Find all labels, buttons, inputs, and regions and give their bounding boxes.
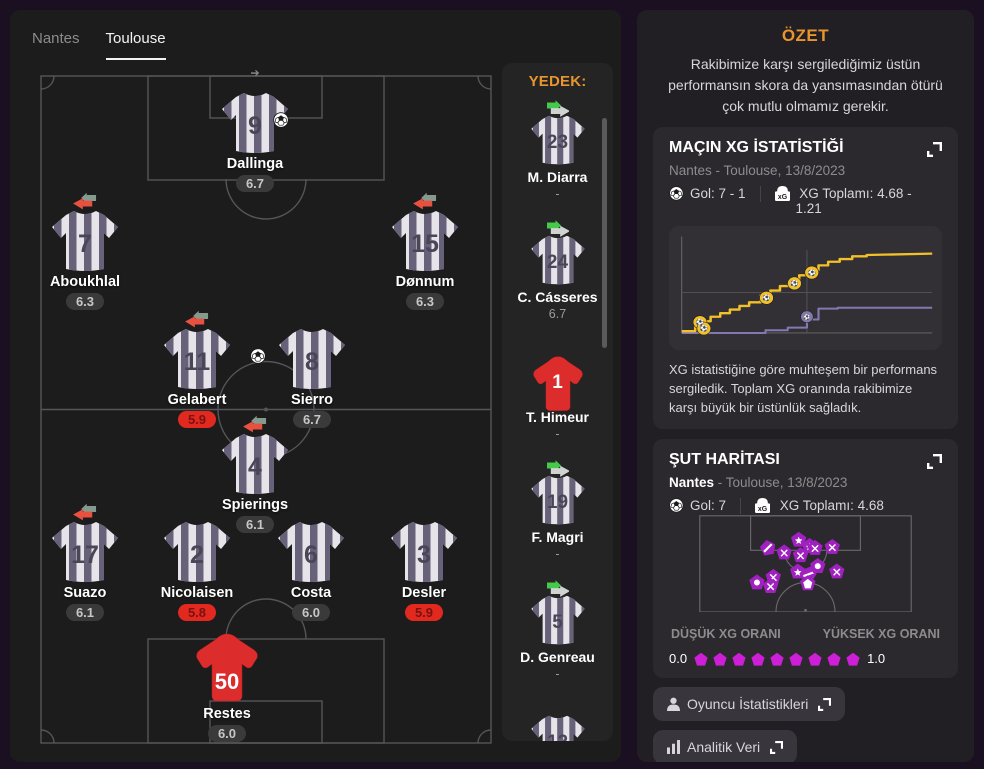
- svg-text:⚽: ⚽: [789, 280, 798, 288]
- svg-text:⚽: ⚽: [807, 269, 816, 277]
- svg-text:⚽: ⚽: [699, 325, 708, 333]
- svg-text:⚽: ⚽: [802, 313, 810, 321]
- svg-text:⚽: ⚽: [761, 294, 770, 302]
